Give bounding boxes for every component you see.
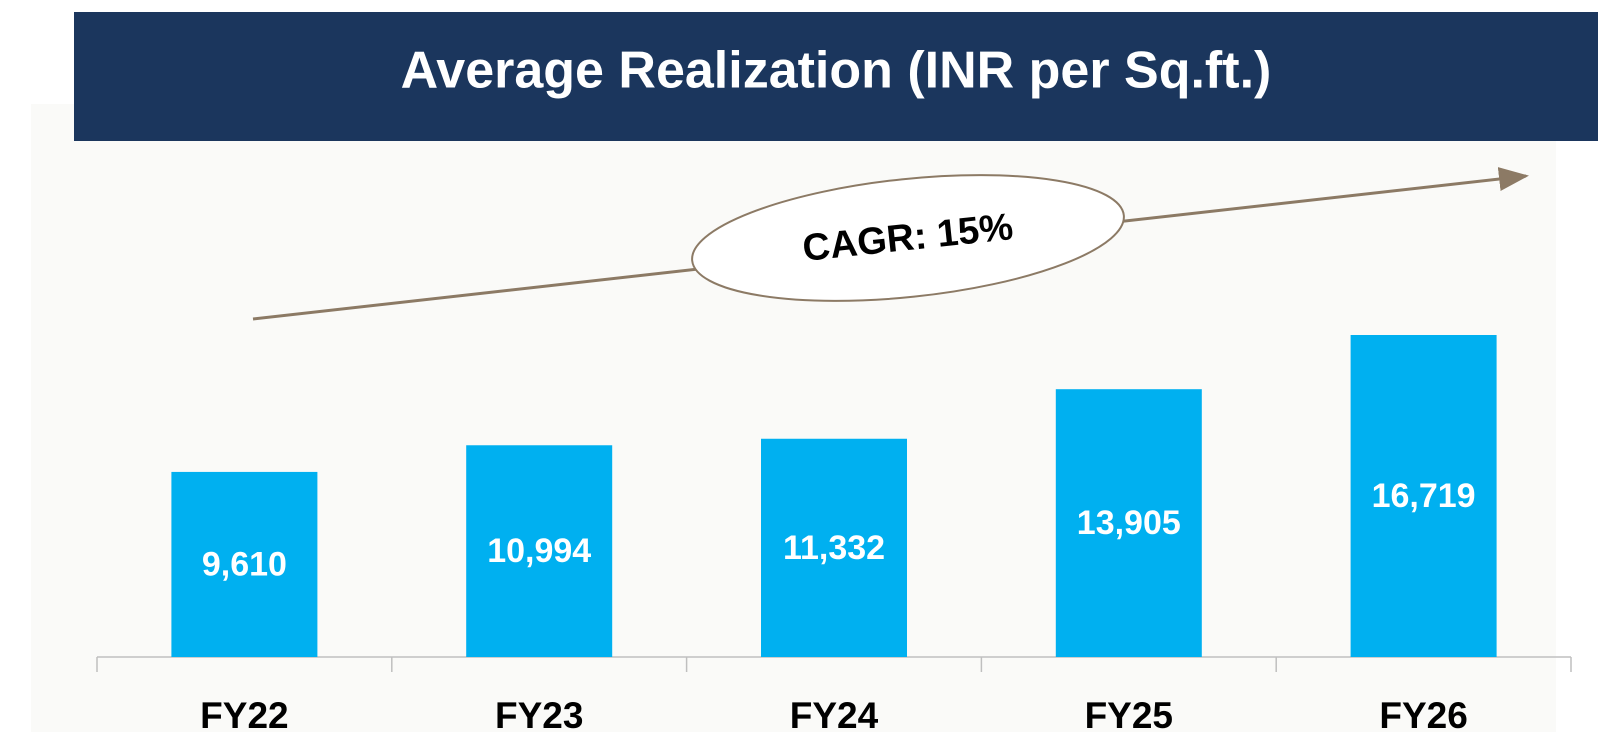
value-label: 10,994 [487,532,591,570]
bar [1055,389,1202,657]
bar [761,438,907,657]
x-tick-label: FY23 [495,695,583,732]
x-tick-label: FY26 [1379,695,1467,732]
bar [171,471,318,657]
bar [1350,335,1497,657]
title-banner [74,12,1598,141]
value-label: 11,332 [783,529,885,567]
x-tick-label: FY25 [1085,695,1173,732]
x-tick-label: FY22 [200,695,288,732]
value-label: 13,905 [1077,504,1181,542]
chart-title: Average Realization (INR per Sq.ft.) [401,42,1272,100]
annotation-ellipse [691,174,1125,302]
x-tick-label: FY24 [790,695,879,732]
value-label: 16,719 [1372,477,1476,515]
value-label: 9,610 [202,545,287,583]
bar [466,445,613,657]
